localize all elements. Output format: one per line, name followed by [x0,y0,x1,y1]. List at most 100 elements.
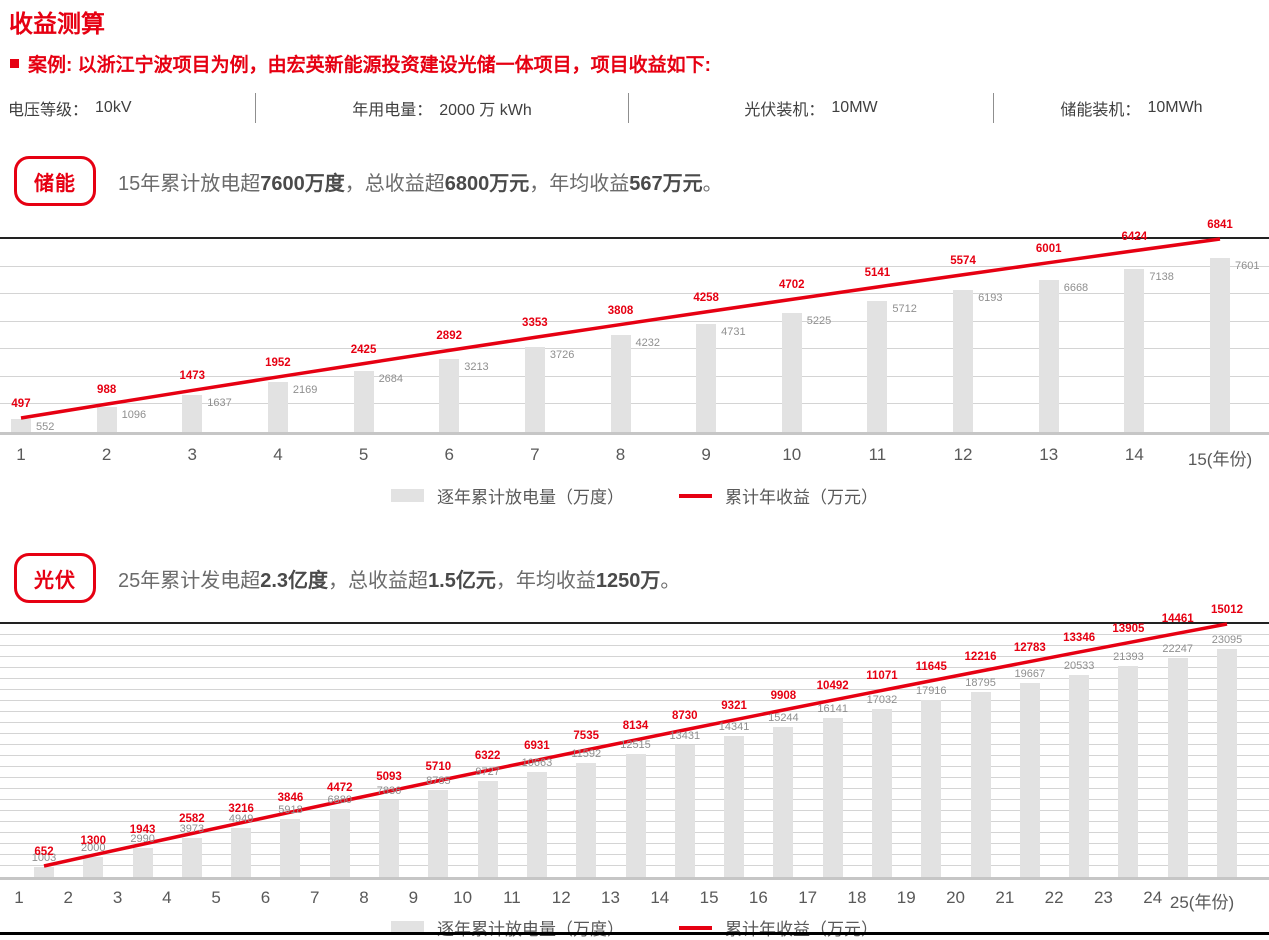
summary-text: ，年均收益 [495,569,596,592]
bar [724,735,745,877]
bar [610,335,631,432]
bar-value-label: 3213 [464,360,489,373]
line-value-label: 1943 [129,824,156,837]
line-value-label: 7535 [573,730,599,742]
bar [1217,649,1237,877]
summary-text: 15年累计放电超 [118,172,261,195]
section-pv-header: 光伏 25年累计发电超2.3亿度，总收益超1.5亿元，年均收益1250万。 [14,553,680,603]
bar-value-label: 21393 [1113,651,1144,664]
x-axis-tick: 1 [14,888,24,907]
bar-value-label: 2169 [292,384,318,397]
legend-bar-label: 逐年累计放电量（万度） [437,920,624,939]
line-value-label: 5574 [950,254,976,267]
x-axis-tick: 9 [701,445,711,464]
bar-value-label: 1637 [207,396,232,409]
line-value-label: 2425 [350,343,377,356]
line-value-label: 13346 [1063,632,1096,645]
bar [34,867,54,877]
legend-line-swatch-icon [679,925,712,930]
bar [953,290,974,432]
bar [526,771,547,877]
bar-value-label: 13431 [669,729,701,742]
summary-text: 。 [660,569,681,592]
summary-highlight: 567万元 [629,172,703,195]
bar [970,691,991,877]
bar [231,828,252,877]
bar-value-label: 17916 [915,685,947,698]
x-axis-tick: 9 [408,888,419,907]
bar [477,781,498,877]
line-value-label: 497 [11,397,31,410]
x-axis-tick: 15(年份) [1187,450,1253,469]
legend-item-bar: 逐年累计放电量（万度） [391,483,624,508]
divider [255,93,256,123]
summary-highlight: 1.5亿元 [428,569,496,592]
bar-value-label: 4232 [635,337,660,350]
gridline [0,265,1269,267]
line-value-label: 6424 [1121,230,1148,243]
x-axis-tick: 21 [995,888,1015,907]
line-value-label: 5710 [425,760,452,773]
line-value-label: 3808 [607,304,634,317]
summary-highlight: 7600万度 [260,172,345,195]
project-info-bar: 电压等级： 10kV 年用电量： 2000 万 kWh 光伏装机： 10MW 储… [0,91,1269,125]
line-value-label: 3353 [522,317,548,330]
line-value-label: 12216 [964,651,997,664]
pv-summary-text: 25年累计发电超2.3亿度，总收益超1.5亿元，年均收益1250万。 [118,564,680,593]
bar [329,809,350,877]
line-value-label: 11645 [915,660,947,673]
bar [181,837,202,877]
bar-value-label: 2684 [378,372,404,385]
line-value-label: 6322 [474,750,501,763]
bar [696,323,717,432]
info-storage-capacity: 储能装机： 10MWh [994,96,1269,120]
bar-value-label: 11592 [571,747,602,760]
bar [625,753,646,877]
line-value-label: 10492 [816,680,849,693]
line-value-label: 8730 [671,709,698,722]
pv-chart-legend: 逐年累计放电量（万度） 累计年收益（万元） [0,915,1269,940]
summary-text: 。 [702,172,723,195]
x-axis-tick: 5 [358,445,369,464]
x-axis-tick: 11 [503,888,521,907]
bar-value-label: 23095 [1211,634,1243,647]
bar [1167,657,1188,877]
bar-value-label: 5918 [278,803,303,816]
line-value-label: 652 [34,846,54,858]
pv-chart-plot: 1003 2000 2990 3973 4949 5918 6880 7836 8785 9727… [0,604,1269,880]
x-axis-tick: 10 [782,445,802,464]
bar [182,394,203,432]
x-axis-tick: 7 [530,445,540,464]
line-value-label: 13905 [1112,622,1145,635]
info-storage-capacity-label: 储能装机： [1060,102,1141,119]
bar [576,762,597,877]
x-axis-tick: 3 [112,888,123,907]
bar-value-label: 14341 [718,720,750,733]
bar [867,301,888,432]
bar-value-label: 19667 [1014,668,1046,681]
line-value-label: 3216 [228,802,254,815]
bar [1069,674,1090,877]
x-axis-tick: 18 [847,888,867,907]
summary-highlight: 6800万元 [444,172,530,195]
line-value-label: 6841 [1207,219,1233,231]
divider [993,93,994,123]
pv-badge: 光伏 [14,553,96,603]
x-axis-tick: 19 [896,888,916,907]
bar [428,790,449,877]
x-axis-tick: 14 [650,888,670,907]
summary-text: 25年累计发电超 [118,569,261,592]
bar-value-label: 6193 [978,292,1003,305]
info-voltage: 电压等级： 10kV [0,96,255,120]
bar-value-label: 5225 [806,314,832,327]
x-axis-tick: 8 [615,445,626,464]
x-axis-tick: 2 [63,888,74,907]
legend-line-label: 累计年收益（万元） [725,488,878,507]
storage-chart-plot: 552 1096 1637 2169 2684 3213 3726 4232 4731 5225 5… [0,219,1269,435]
x-axis-tick: 23 [1093,888,1113,907]
x-axis-tick: 11 [868,445,887,464]
bar [11,419,31,432]
line-value-label: 1952 [265,356,291,369]
gridline [0,645,1269,646]
